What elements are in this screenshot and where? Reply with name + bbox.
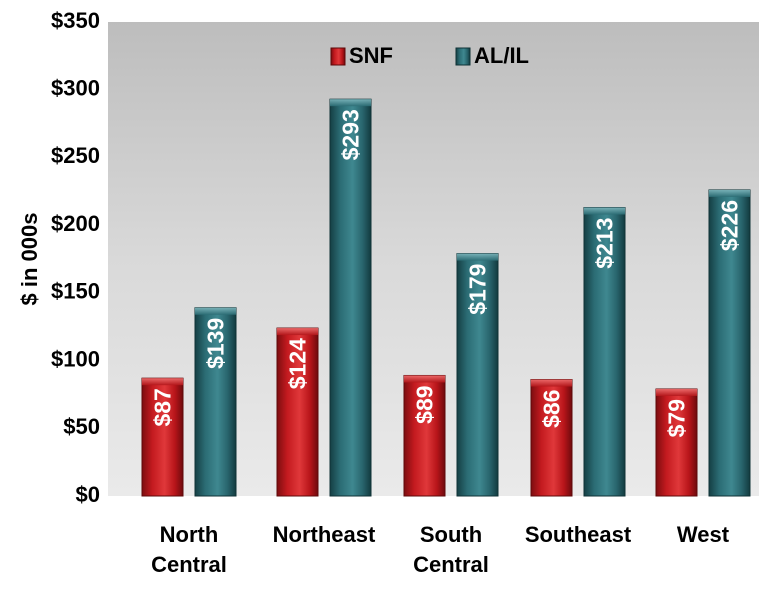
bar-alil	[194, 307, 237, 497]
bars: $87 $124 $89 $86 $79 $139 $293 $179 $213 $226	[141, 98, 751, 497]
y-tick-label: $150	[51, 279, 100, 304]
bar-data-label: $89	[412, 385, 438, 423]
y-tick-label: $250	[51, 143, 100, 168]
bar-data-label: $226	[717, 200, 743, 251]
bar-top-highlight	[709, 189, 750, 197]
x-tick-label: Southeast	[525, 522, 632, 547]
y-tick-label: $50	[63, 414, 100, 439]
bar-data-label: $87	[150, 388, 176, 426]
bar-group: $213	[583, 207, 626, 497]
bar-alil	[329, 98, 372, 497]
x-tick-label: West	[677, 522, 730, 547]
bar-top-highlight	[330, 99, 371, 107]
bar-data-label: $124	[285, 338, 311, 389]
y-axis-title: $ in 000s	[17, 213, 42, 306]
legend-item: AL/IL	[455, 43, 529, 68]
bar-data-label: $79	[664, 399, 690, 437]
bar-data-label: $139	[203, 318, 229, 369]
y-tick-label: $350	[51, 8, 100, 33]
bar-snf	[276, 327, 319, 497]
bar-top-highlight	[142, 378, 183, 386]
bar-alil	[456, 253, 499, 497]
bar-top-highlight	[531, 379, 572, 387]
x-tick-label-line: Central	[413, 552, 489, 577]
x-tick-label-line: Northeast	[273, 522, 376, 547]
bar-data-label: $293	[338, 109, 364, 160]
bar-snf	[655, 388, 698, 497]
bar-top-highlight	[195, 307, 236, 315]
bar-snf	[403, 374, 446, 497]
bar-data-label: $179	[465, 264, 491, 315]
bar-top-highlight	[584, 207, 625, 215]
x-axis: North Central Northeast South Central Southea…	[151, 522, 730, 577]
y-tick-label: $100	[51, 346, 100, 371]
legend-label: AL/IL	[474, 43, 529, 68]
bar-group: $226	[708, 189, 751, 497]
bar-top-highlight	[404, 375, 445, 383]
legend-swatch	[330, 47, 346, 66]
x-tick-label-line: Central	[151, 552, 227, 577]
bar-group: $86	[530, 379, 573, 497]
y-tick-label: $200	[51, 211, 100, 236]
bar-top-highlight	[656, 389, 697, 397]
x-tick-label-line: Southeast	[525, 522, 632, 547]
legend-label: SNF	[349, 43, 393, 68]
bar-data-label: $86	[539, 390, 565, 428]
bar-group: $139	[194, 307, 237, 497]
bar-group: $89	[403, 374, 446, 497]
legend-swatch	[455, 47, 471, 66]
bar-group: $124	[276, 327, 319, 497]
bar-group: $87	[141, 377, 184, 497]
bar-alil	[708, 189, 751, 497]
x-tick-label-line: North	[160, 522, 219, 547]
y-tick-label: $0	[76, 482, 100, 507]
bar-data-label: $213	[592, 218, 618, 269]
x-tick-label: Northeast	[273, 522, 376, 547]
legend-item: SNF	[330, 43, 393, 68]
bar-snf	[530, 379, 573, 497]
bar-group: $79	[655, 388, 698, 497]
legend: SNF AL/IL	[330, 43, 529, 68]
x-tick-label: South Central	[413, 522, 489, 577]
bar-group: $179	[456, 253, 499, 497]
x-tick-label: North Central	[151, 522, 227, 577]
x-tick-label-line: South	[420, 522, 482, 547]
y-tick-label: $300	[51, 76, 100, 101]
y-axis: $0 $50 $100 $150 $200 $250 $300 $350	[51, 8, 100, 507]
bar-top-highlight	[457, 253, 498, 261]
x-tick-label-line: West	[677, 522, 730, 547]
bar-top-highlight	[277, 328, 318, 336]
bar-group: $293	[329, 98, 372, 497]
bar-snf	[141, 377, 184, 497]
